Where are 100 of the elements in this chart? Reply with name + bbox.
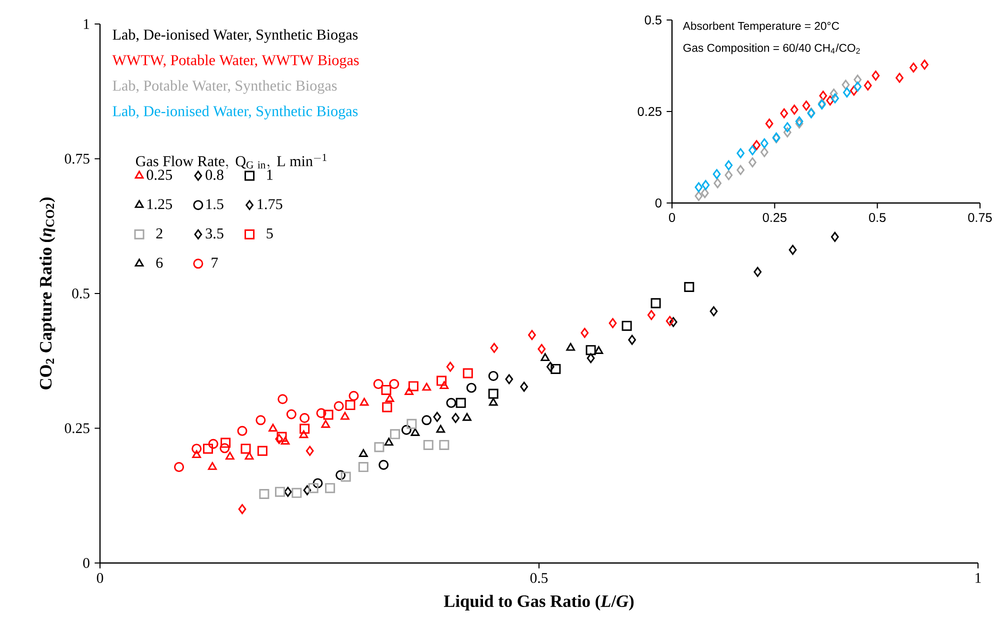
- point: [540, 353, 550, 362]
- point: [580, 328, 589, 338]
- point: [303, 485, 312, 496]
- point: [436, 424, 446, 433]
- point: [240, 444, 251, 454]
- point: [462, 412, 472, 421]
- legend-label: 3.5: [206, 228, 224, 239]
- x-tick-label: 0: [96, 573, 104, 583]
- point: [226, 452, 234, 460]
- text: Lab, Potable Water, Synthetic Biogas: [112, 80, 337, 94]
- point: [650, 298, 661, 308]
- point: [586, 345, 596, 356]
- point: [736, 165, 745, 176]
- point: [752, 140, 761, 150]
- point: [854, 74, 862, 85]
- point: [336, 470, 346, 480]
- point: [864, 80, 872, 91]
- point: [192, 444, 202, 454]
- point: [780, 108, 788, 118]
- point: [666, 316, 674, 326]
- point: [373, 379, 384, 390]
- point: [348, 390, 359, 401]
- y-tick-label: 0.5: [72, 288, 90, 298]
- point: [760, 147, 768, 158]
- point: [452, 412, 460, 423]
- legend-label: 2: [156, 228, 162, 238]
- point: [406, 418, 417, 429]
- point: [401, 424, 412, 435]
- point: [410, 428, 420, 436]
- point: [284, 486, 292, 497]
- point: [423, 440, 434, 450]
- y-tick-label: 0.25: [64, 423, 90, 434]
- point: [334, 401, 344, 412]
- point: [748, 145, 756, 156]
- point: [702, 180, 710, 190]
- y-tick-label: 0.75: [64, 154, 90, 164]
- y-tick-label: 1: [84, 19, 90, 29]
- point: [436, 376, 447, 386]
- text: WWTW, Potable Water, WWTW Biogas: [112, 54, 359, 68]
- point: [830, 88, 838, 99]
- point: [843, 87, 851, 98]
- point: [826, 96, 834, 106]
- legend-label: 0.8: [206, 170, 224, 180]
- point: [831, 93, 839, 104]
- point: [325, 483, 336, 494]
- point: [174, 462, 184, 472]
- point: [358, 449, 368, 457]
- annotation: Gas Composition = 60/40 CH$_{4}$/CO$_{2}$: [683, 44, 860, 54]
- point: [308, 483, 318, 494]
- legend-label: 1.25: [148, 199, 172, 210]
- point: [795, 118, 804, 129]
- point: [220, 438, 231, 448]
- point: [292, 488, 302, 498]
- x-tick-label: 0.5: [530, 573, 548, 583]
- y-tick-label: 0.25: [638, 107, 662, 116]
- legend-label: 6: [156, 258, 163, 268]
- y-tick-label: 0.5: [644, 16, 662, 24]
- point: [854, 82, 862, 92]
- point: [384, 438, 394, 446]
- point: [208, 462, 217, 470]
- point: [340, 412, 350, 420]
- x-axis-title: Liquid to Gas Ratio (L/G): [444, 594, 634, 611]
- point: [312, 478, 323, 488]
- point: [684, 282, 694, 292]
- point: [280, 436, 290, 445]
- point: [208, 438, 218, 449]
- point: [422, 415, 432, 426]
- point: [700, 188, 709, 198]
- point: [244, 452, 254, 460]
- point: [466, 382, 476, 393]
- point: [238, 504, 246, 514]
- point: [790, 104, 798, 115]
- point: [385, 394, 394, 402]
- point: [714, 178, 722, 188]
- point: [446, 398, 456, 408]
- point: [748, 157, 756, 168]
- point: [268, 424, 278, 432]
- point: [374, 442, 384, 452]
- point: [389, 379, 400, 390]
- point: [528, 330, 536, 340]
- point: [446, 362, 454, 372]
- point: [622, 320, 632, 331]
- y-tick-label: 0: [83, 558, 90, 568]
- point: [340, 472, 351, 482]
- point: [220, 443, 230, 454]
- point: [488, 388, 498, 399]
- point: [456, 398, 466, 408]
- point: [306, 446, 314, 456]
- point: [647, 310, 656, 320]
- point: [550, 364, 561, 374]
- point: [440, 381, 449, 390]
- point: [276, 432, 287, 442]
- point: [724, 170, 733, 180]
- point: [390, 429, 400, 440]
- point: [795, 116, 804, 126]
- point: [896, 72, 904, 83]
- legend-label: 0.25: [146, 170, 172, 180]
- y-tick-label: 0: [655, 198, 662, 208]
- legend-label: 1.5: [206, 199, 224, 210]
- point: [462, 368, 473, 378]
